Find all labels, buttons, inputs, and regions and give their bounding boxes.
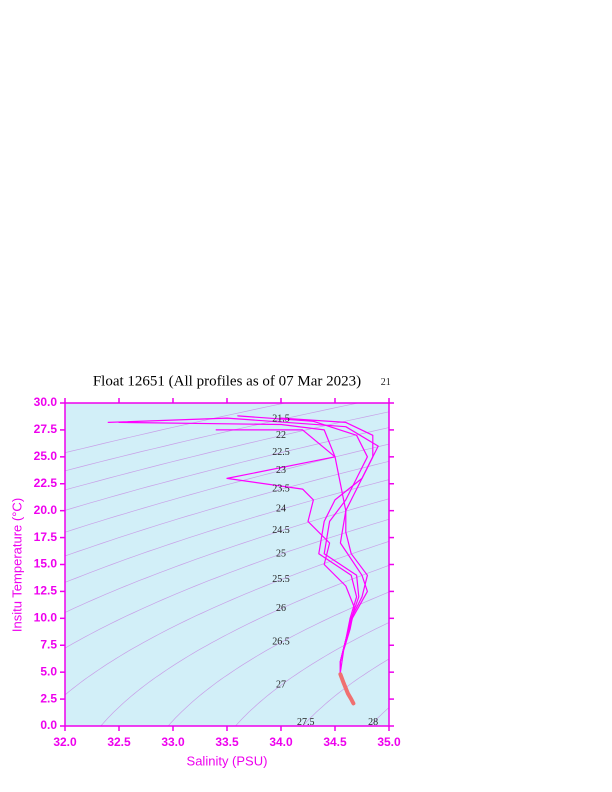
profiles [107, 415, 379, 706]
contour-label: 22.5 [272, 447, 290, 458]
contour-label: 27.5 [297, 717, 315, 728]
y-tick-label: 0.0 [40, 718, 57, 732]
y-tick-label: 2.5 [40, 691, 57, 705]
density-contour [65, 518, 389, 649]
contour-label: 21.5 [272, 414, 290, 425]
contour-label: 25.5 [272, 574, 290, 585]
y-tick-label: 10.0 [34, 611, 58, 625]
density-contour [65, 541, 389, 696]
contour-label: 25 [276, 548, 286, 559]
density-contour [65, 443, 389, 533]
y-tick-label: 20.0 [34, 503, 58, 517]
density-contour [302, 658, 389, 726]
contour-label: 26 [276, 603, 286, 614]
contour-label: 23 [276, 465, 286, 476]
y-tick-label: 5.0 [40, 664, 57, 678]
density-contour [65, 403, 287, 454]
density-contour [235, 622, 389, 726]
density-contour [65, 403, 360, 472]
density-contour [65, 411, 389, 491]
contour-label: 24.5 [272, 525, 290, 536]
y-tick-label: 17.5 [34, 530, 58, 544]
chart-title: Float 12651 (All profiles as of 07 Mar 2… [93, 373, 361, 389]
density-contour [65, 427, 389, 511]
contour-label: 23.5 [272, 484, 290, 495]
y-axis-label: Insitu Temperature (°C) [9, 498, 24, 632]
density-contour [65, 498, 389, 613]
x-tick-label: 34.0 [269, 735, 293, 749]
profile-line [338, 672, 356, 706]
x-tick-label: 33.0 [161, 735, 185, 749]
x-axis-label: Salinity (PSU) [187, 753, 268, 768]
x-tick-label: 32.5 [107, 735, 131, 749]
contours [65, 403, 389, 726]
y-tick-label: 7.5 [40, 637, 57, 651]
y-tick-label: 25.0 [34, 449, 58, 463]
contour-label: 27 [276, 680, 286, 691]
density-contour [65, 479, 389, 583]
x-tick-label: 33.5 [215, 735, 239, 749]
y-tick-label: 27.5 [34, 422, 58, 436]
density-contour [369, 707, 389, 726]
x-tick-label: 32.0 [53, 735, 77, 749]
profile-line [215, 429, 355, 673]
contour-label: 22 [276, 430, 286, 441]
density-contour [100, 565, 389, 726]
contour-label: 28 [368, 717, 378, 728]
y-tick-label: 15.0 [34, 557, 58, 571]
density-contour [167, 591, 389, 726]
x-tick-label: 34.5 [323, 735, 347, 749]
x-tick-label: 35.0 [377, 735, 401, 749]
contour-label: 21 [381, 377, 391, 388]
y-tick-label: 30.0 [34, 395, 58, 409]
profile-line [107, 417, 379, 673]
contour-label: 24 [276, 504, 286, 515]
y-tick-label: 22.5 [34, 476, 58, 490]
y-tick-label: 12.5 [34, 584, 58, 598]
contour-label: 26.5 [272, 637, 290, 648]
